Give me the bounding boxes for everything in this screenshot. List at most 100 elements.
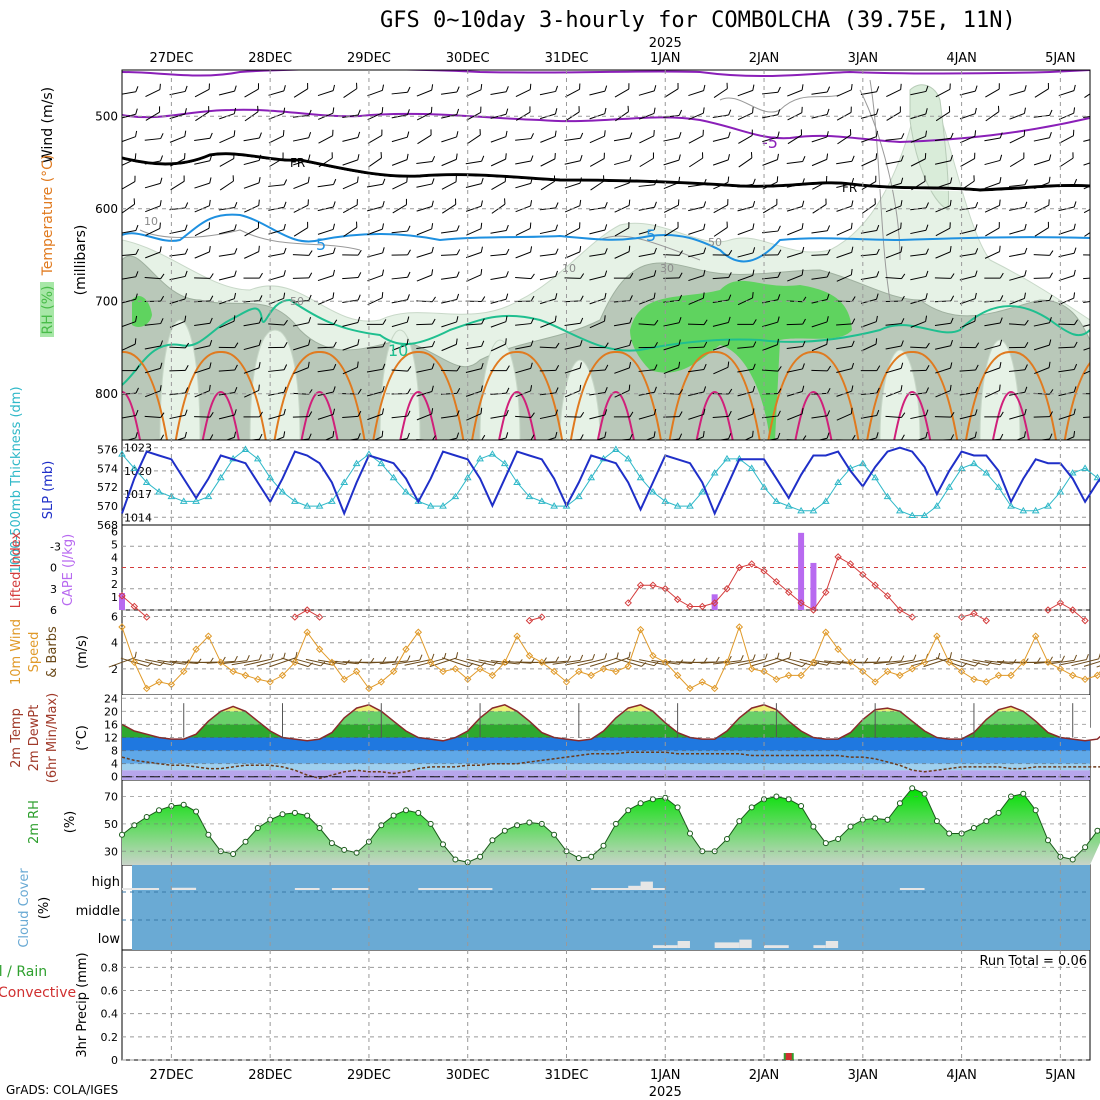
barb-flag xyxy=(308,250,313,256)
rh-point xyxy=(156,807,162,814)
barb-staff xyxy=(885,345,902,350)
wind-speed-point xyxy=(1019,658,1028,667)
lifted-index-point xyxy=(315,613,324,621)
barb-staff xyxy=(935,367,951,374)
surface-barb-staff xyxy=(577,658,605,667)
rh-point xyxy=(933,818,940,825)
barb-flag xyxy=(1024,319,1029,326)
barb-staff xyxy=(1059,135,1074,144)
barb-staff xyxy=(441,136,457,143)
barb-staff xyxy=(786,346,803,349)
barb-staff xyxy=(663,438,680,440)
barb-flag xyxy=(505,271,509,277)
surface-wind-barb xyxy=(108,651,137,668)
barb-flag xyxy=(849,129,852,135)
barb-staff xyxy=(737,274,753,282)
upper-wind-barb xyxy=(367,107,384,121)
barb-flag xyxy=(974,152,976,159)
wind-speed-point xyxy=(525,652,534,660)
barb-flag xyxy=(456,86,460,93)
barb-flag xyxy=(530,273,535,279)
barb-staff xyxy=(787,274,803,282)
upper-wind-barb xyxy=(861,153,878,167)
barb-flag xyxy=(530,246,533,253)
temp-band-0 xyxy=(122,770,1090,780)
barb-flag xyxy=(850,407,853,414)
upper-wind-barb xyxy=(761,249,782,256)
upper-wind-barb xyxy=(367,129,383,144)
barb-flag xyxy=(406,316,410,323)
barb-staff xyxy=(343,88,358,98)
upper-wind-barb xyxy=(663,361,681,375)
barb-staff xyxy=(860,437,877,440)
barb-flag xyxy=(900,385,903,392)
barb-flag xyxy=(357,249,362,256)
upper-wind-barb xyxy=(910,153,927,167)
barb-flag xyxy=(579,384,582,391)
barb-flag xyxy=(777,131,780,138)
barb-flag xyxy=(530,133,534,139)
barb-staff xyxy=(169,113,186,120)
barb-flag xyxy=(826,108,830,115)
barb-flag xyxy=(1096,199,1100,205)
barb-staff xyxy=(318,436,334,440)
upper-wind-barb xyxy=(342,249,362,256)
barb-flag xyxy=(529,222,532,229)
barb-staff xyxy=(959,298,976,305)
barb-flag xyxy=(998,83,1000,90)
barb-staff xyxy=(786,368,803,373)
barb-staff xyxy=(1009,229,1025,235)
thickness-point xyxy=(204,492,213,500)
barb-staff xyxy=(441,437,457,440)
upper-wind-barb xyxy=(589,270,608,281)
upper-wind-barb xyxy=(762,198,778,214)
barb-flag xyxy=(801,385,805,392)
barb-flag xyxy=(629,433,633,440)
barb-flag xyxy=(554,153,556,159)
barb-flag xyxy=(579,132,584,139)
surface-wind-barb xyxy=(367,656,399,664)
cloud-segment-low xyxy=(764,945,789,948)
rh-point xyxy=(304,812,311,819)
upper-wind-barb xyxy=(910,270,929,281)
barb-flag xyxy=(505,130,508,137)
rh-point xyxy=(489,837,496,844)
thickness-point xyxy=(402,487,410,495)
upper-wind-barb xyxy=(268,342,288,349)
barb-staff xyxy=(515,227,531,236)
barb-flag xyxy=(703,84,706,91)
lifted-index-point xyxy=(649,581,657,589)
barb-staff xyxy=(1009,391,1025,396)
date-label-top: 29DEC xyxy=(347,51,391,66)
barb-flag xyxy=(950,154,953,161)
upper-wind-barb xyxy=(416,408,434,421)
barb-staff xyxy=(737,206,754,212)
precip-panel-frame xyxy=(121,949,1091,1061)
rh-point xyxy=(983,818,990,825)
barb-staff xyxy=(391,344,408,351)
barb-flag xyxy=(555,248,559,255)
upper-wind-barb xyxy=(737,408,755,421)
barb-staff xyxy=(144,138,161,141)
upper-wind-barb xyxy=(564,412,585,418)
thickness-point xyxy=(1019,506,1028,514)
isotherm-20-day-10 xyxy=(1092,392,1100,440)
barb-staff xyxy=(491,181,506,191)
upper-wind-barb xyxy=(688,107,705,120)
upper-wind-barb xyxy=(811,86,831,95)
barb-flag xyxy=(999,339,1003,346)
barb-staff xyxy=(219,320,235,329)
surface-barb-staff xyxy=(589,657,618,667)
upper-wind-barb xyxy=(589,152,605,167)
barb-flag xyxy=(480,246,483,253)
thickness-point xyxy=(611,445,620,452)
barb-staff xyxy=(416,112,432,121)
barb-staff xyxy=(122,276,136,280)
wind-speed-point xyxy=(612,667,620,676)
upper-wind-barb xyxy=(589,409,608,420)
wind-speed-point xyxy=(698,678,707,686)
barb-flag xyxy=(333,341,337,348)
barb-flag xyxy=(209,273,214,279)
upper-wind-barb xyxy=(688,408,706,420)
barb-flag xyxy=(332,107,335,114)
